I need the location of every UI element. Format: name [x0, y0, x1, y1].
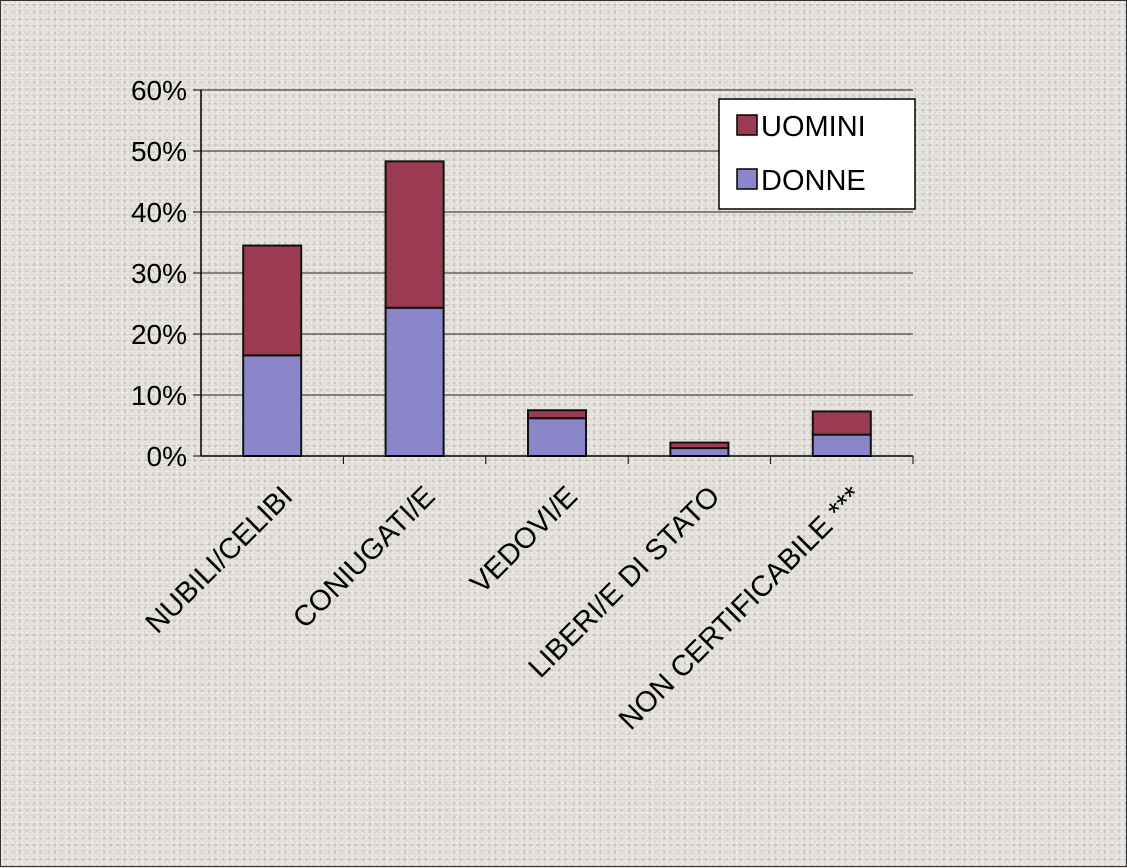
- bars: [242, 160, 872, 458]
- y-tick-label: 20%: [131, 319, 187, 350]
- y-tick-label: 40%: [131, 197, 187, 228]
- bar-uomini: [242, 244, 303, 357]
- legend-swatch-donne: [736, 168, 758, 190]
- bar-donne: [811, 433, 872, 457]
- y-tick-label: 60%: [131, 75, 187, 106]
- y-tick-label: 0%: [147, 441, 187, 472]
- bar-donne: [242, 354, 303, 458]
- bar-uomini: [669, 441, 730, 450]
- legend-label-uomini: UOMINI: [761, 111, 866, 143]
- bar-donne: [384, 306, 445, 457]
- bar-donne: [527, 417, 587, 457]
- y-tick-label: 30%: [131, 258, 187, 289]
- axes: [193, 89, 914, 464]
- x-category-label: NUBILI/CELIBI: [140, 480, 299, 639]
- y-tick-label: 50%: [131, 136, 187, 167]
- legend: UOMINI DONNE: [718, 98, 916, 210]
- x-category-label: CONIUGATI/E: [287, 480, 441, 634]
- y-tick-label: 10%: [131, 380, 187, 411]
- gridlines: [201, 89, 913, 396]
- legend-swatch-uomini: [736, 114, 758, 136]
- bar-uomini: [384, 160, 445, 309]
- x-category-label: NON CERTIFICABILE ***: [613, 480, 869, 736]
- legend-label-donne: DONNE: [761, 165, 866, 197]
- x-category-label: VEDOVI/E: [464, 480, 584, 600]
- bar-donne: [669, 447, 730, 458]
- bar-uomini: [527, 409, 587, 420]
- bar-uomini: [811, 410, 872, 436]
